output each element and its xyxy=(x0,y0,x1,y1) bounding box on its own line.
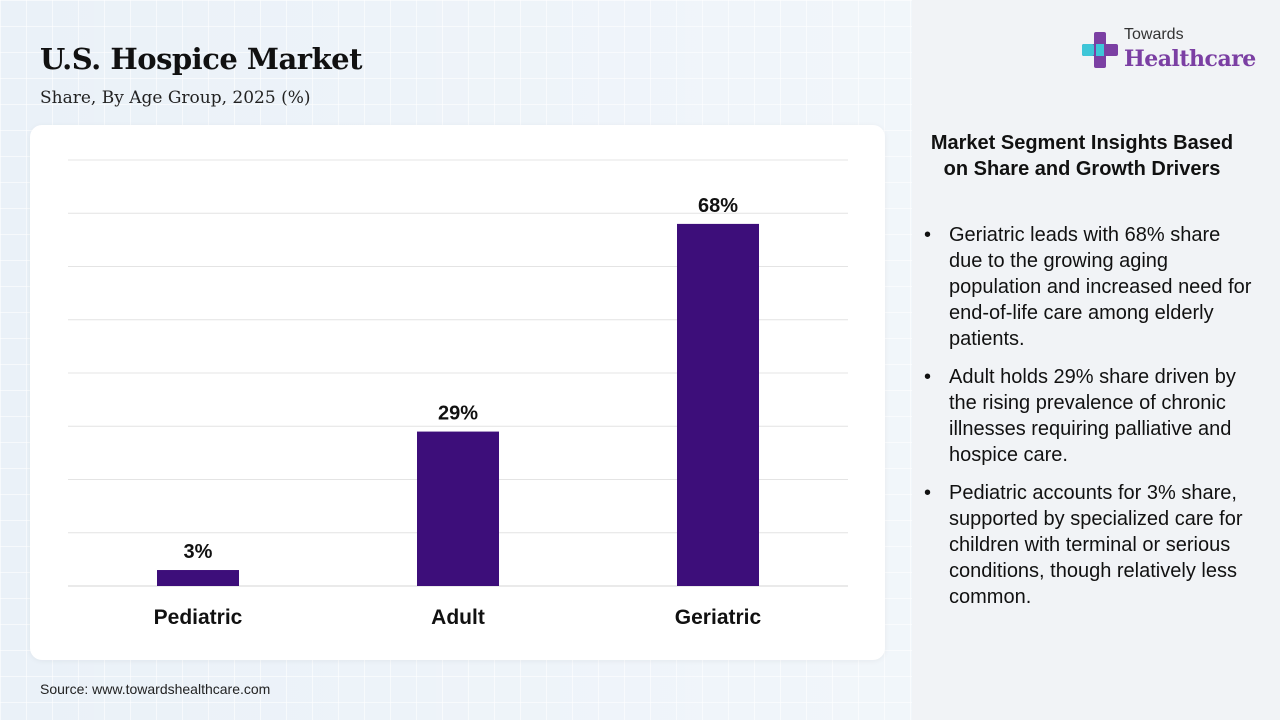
category-label: Geriatric xyxy=(675,606,762,629)
insight-item-adult: Adult holds 29% share driven by the risi… xyxy=(922,364,1252,468)
page-subtitle: Share, By Age Group, 2025 (%) xyxy=(40,88,311,108)
brand-logo: Towards Healthcare xyxy=(1080,26,1260,78)
data-label: 29% xyxy=(438,403,478,425)
bar-pediatric xyxy=(157,570,239,586)
medical-cross-logo-icon xyxy=(1082,32,1118,68)
insights-title: Market Segment Insights Based on Share a… xyxy=(930,132,1234,180)
category-label: Pediatric xyxy=(154,606,243,629)
insights-list: Geriatric leads with 68% share due to th… xyxy=(922,222,1252,622)
logo-text-top: Towards xyxy=(1124,26,1184,43)
page-title: U.S. Hospice Market xyxy=(40,42,363,76)
category-label: Adult xyxy=(431,606,485,629)
chart-card: 3% Pediatric 29% Adult 68% Geriatric xyxy=(30,125,885,660)
data-label: 68% xyxy=(698,195,738,217)
bar-chart: 3% Pediatric 29% Adult 68% Geriatric xyxy=(68,159,848,629)
insight-item-pediatric: Pediatric accounts for 3% share, support… xyxy=(922,480,1252,610)
data-label: 3% xyxy=(184,541,213,563)
logo-text-main: Healthcare xyxy=(1124,46,1256,72)
insight-item-geriatric: Geriatric leads with 68% share due to th… xyxy=(922,222,1252,352)
bar-geriatric xyxy=(677,223,759,586)
bar-adult xyxy=(417,431,499,586)
source-note: Source: www.towardshealthcare.com xyxy=(40,681,271,697)
